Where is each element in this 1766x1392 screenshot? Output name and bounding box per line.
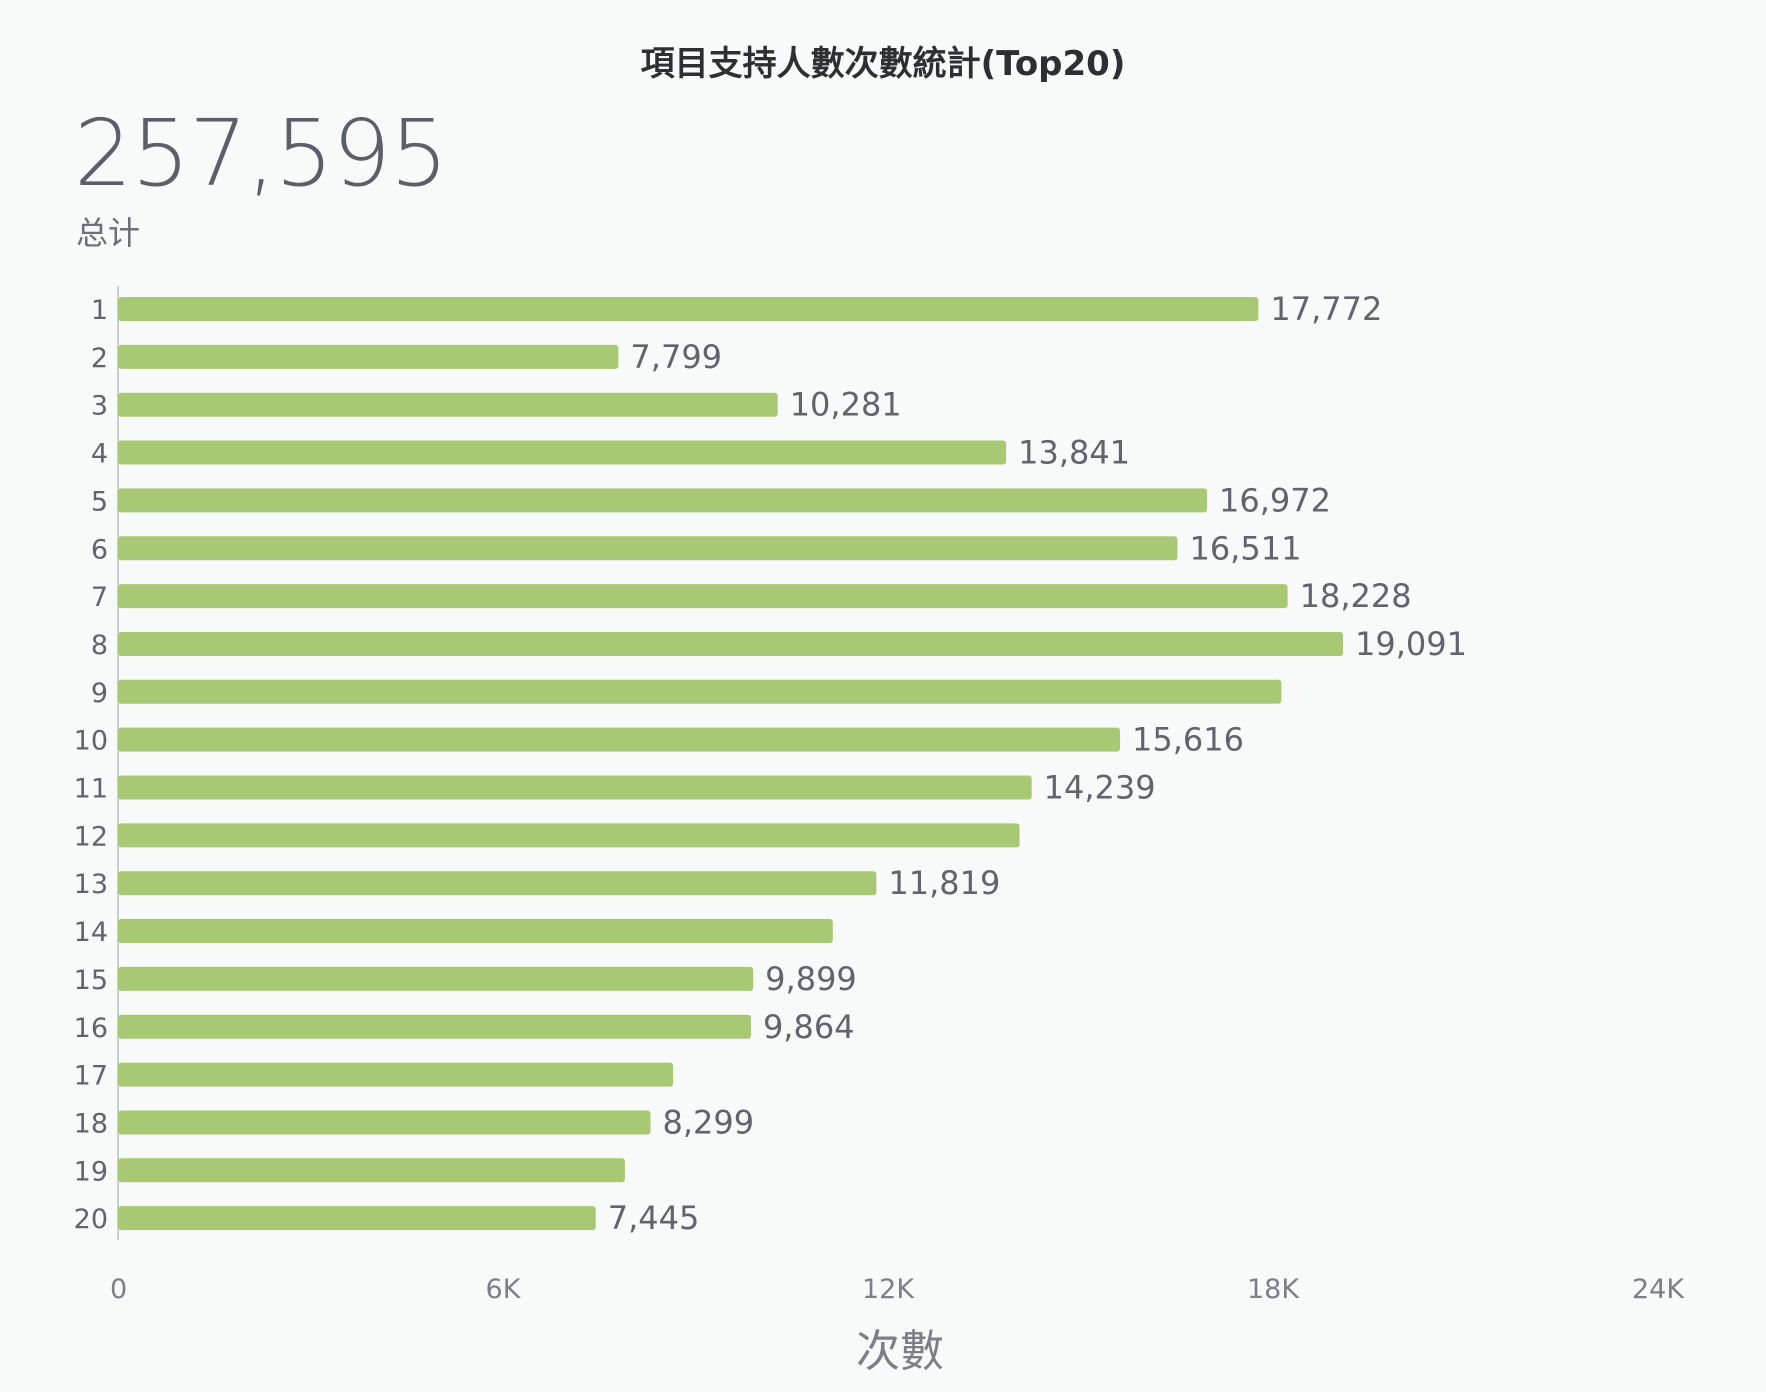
category-label: 1 xyxy=(91,295,108,326)
category-label: 13 xyxy=(74,869,108,900)
x-axis-title: 次數 xyxy=(856,1326,944,1377)
bar-4 xyxy=(118,441,1006,465)
category-label: 10 xyxy=(74,726,108,757)
bar-12 xyxy=(118,823,1020,847)
category-label: 6 xyxy=(91,534,108,565)
bar-11 xyxy=(118,776,1032,800)
bar-10 xyxy=(118,728,1120,752)
bar-2 xyxy=(118,345,618,369)
bar-13 xyxy=(118,871,876,895)
category-label: 14 xyxy=(74,917,108,948)
category-label: 11 xyxy=(74,774,108,805)
bar-17 xyxy=(118,1063,673,1087)
category-label: 12 xyxy=(74,821,108,852)
category-label: 15 xyxy=(74,965,108,996)
bar-6 xyxy=(118,536,1177,560)
x-tick-label: 24K xyxy=(1632,1274,1685,1305)
x-tick-label: 12K xyxy=(862,1274,915,1305)
category-label: 4 xyxy=(91,439,108,470)
x-tick-label: 18K xyxy=(1247,1274,1300,1305)
bar-5 xyxy=(118,488,1207,512)
bar-15 xyxy=(118,967,753,991)
data-label: 13,841 xyxy=(1018,434,1130,472)
category-label: 7 xyxy=(91,582,108,613)
x-tick-label: 6K xyxy=(486,1274,522,1305)
data-label: 14,239 xyxy=(1044,769,1156,807)
data-label: 9,864 xyxy=(763,1008,855,1046)
category-label: 5 xyxy=(91,486,108,517)
bar-9 xyxy=(118,680,1281,704)
category-label: 8 xyxy=(91,630,108,661)
bar-14 xyxy=(118,919,833,943)
bar-16 xyxy=(118,1015,751,1039)
category-label: 19 xyxy=(74,1156,108,1187)
bar-3 xyxy=(118,393,778,417)
data-label: 7,445 xyxy=(608,1199,700,1237)
bar-18 xyxy=(118,1110,651,1134)
data-label: 8,299 xyxy=(663,1103,755,1141)
bar-1 xyxy=(118,297,1258,321)
data-label: 10,281 xyxy=(790,386,902,424)
x-tick-label: 0 xyxy=(110,1274,127,1305)
data-label: 16,511 xyxy=(1189,529,1301,567)
data-label: 19,091 xyxy=(1355,625,1467,663)
category-label: 18 xyxy=(74,1108,108,1139)
category-label: 20 xyxy=(74,1204,108,1235)
category-label: 16 xyxy=(74,1013,108,1044)
data-label: 11,819 xyxy=(888,864,1000,902)
data-label: 7,799 xyxy=(630,338,722,376)
category-label: 2 xyxy=(91,343,108,374)
data-label: 17,772 xyxy=(1270,290,1382,328)
bar-8 xyxy=(118,632,1343,656)
category-label: 17 xyxy=(74,1061,108,1092)
data-label: 9,899 xyxy=(765,960,857,998)
bar-20 xyxy=(118,1206,596,1230)
category-label: 3 xyxy=(91,391,108,422)
data-label: 16,972 xyxy=(1219,481,1331,519)
bar-7 xyxy=(118,584,1288,608)
data-label: 15,616 xyxy=(1132,721,1244,759)
category-label: 9 xyxy=(91,678,108,709)
bar-19 xyxy=(118,1158,625,1182)
data-label: 18,228 xyxy=(1300,577,1412,615)
